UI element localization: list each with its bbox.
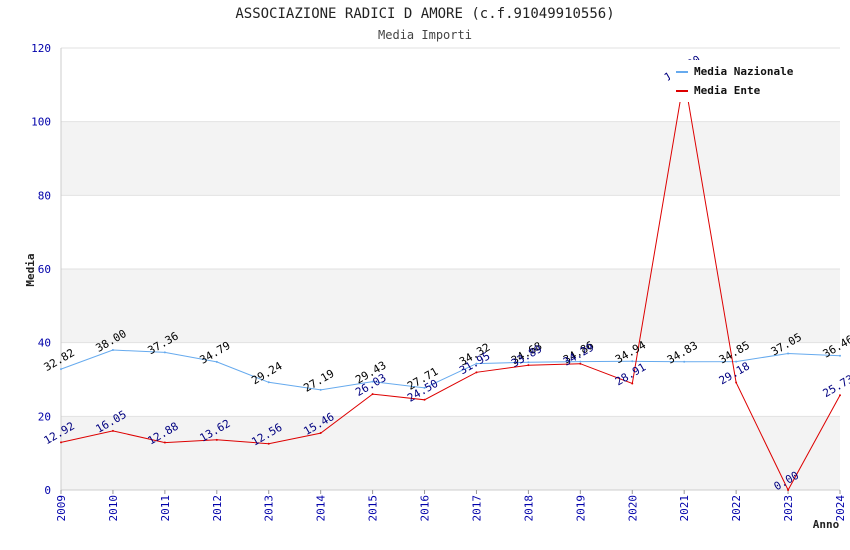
point-media-nazionale-2016 — [423, 386, 426, 389]
point-media-nazionale-2023 — [787, 352, 790, 355]
x-tick-label-2023: 2023 — [782, 495, 795, 522]
point-media-nazionale-2020 — [631, 360, 634, 363]
point-media-ente-2012 — [215, 438, 218, 441]
x-tick-label-2009: 2009 — [55, 495, 68, 522]
point-media-ente-2020 — [631, 382, 634, 385]
band-80-100 — [61, 121, 840, 196]
point-media-ente-2022 — [735, 381, 738, 384]
x-tick-label-2014: 2014 — [315, 495, 328, 522]
band-0-20 — [61, 416, 840, 490]
y-tick-label-80: 80 — [38, 189, 51, 202]
point-media-nazionale-2018 — [527, 361, 530, 364]
legend-label-media-nazionale: Media Nazionale — [694, 65, 794, 78]
point-media-nazionale-2022 — [735, 360, 738, 363]
y-tick-label-0: 0 — [44, 484, 51, 497]
y-tick-label-20: 20 — [38, 410, 51, 423]
point-media-ente-2018 — [527, 364, 530, 367]
point-media-ente-2010 — [111, 429, 114, 432]
point-media-nazionale-2024 — [839, 354, 841, 357]
point-media-nazionale-2011 — [163, 351, 166, 354]
x-axis-label: Anno — [813, 518, 840, 531]
x-tick-label-2016: 2016 — [419, 495, 432, 522]
point-media-ente-2017 — [475, 371, 478, 374]
x-tick-label-2024: 2024 — [834, 495, 847, 522]
chart-subtitle: Media Importi — [378, 28, 472, 42]
x-tick-label-2022: 2022 — [730, 495, 743, 522]
point-media-nazionale-2012 — [215, 360, 218, 363]
y-axis-label: Media — [24, 253, 37, 286]
point-media-nazionale-2017 — [475, 362, 478, 365]
point-media-nazionale-2015 — [371, 380, 374, 383]
point-media-nazionale-2013 — [267, 381, 270, 384]
point-media-nazionale-2019 — [579, 360, 582, 363]
point-media-nazionale-2021 — [683, 360, 686, 363]
series-line-media-nazionale — [60, 349, 841, 391]
point-media-ente-2024 — [839, 394, 841, 397]
point-media-ente-2011 — [163, 441, 166, 444]
chart-title: ASSOCIAZIONE RADICI D AMORE (c.f.9104991… — [235, 6, 614, 22]
y-tick-label-100: 100 — [31, 116, 51, 129]
point-media-ente-2019 — [579, 362, 582, 365]
point-media-nazionale-2014 — [319, 388, 322, 391]
point-media-ente-2015 — [371, 393, 374, 396]
point-media-nazionale-2010 — [111, 349, 114, 352]
x-tick-label-2019: 2019 — [574, 495, 587, 522]
x-tick-label-2011: 2011 — [159, 495, 172, 522]
legend-label-media-ente: Media Ente — [694, 84, 761, 97]
point-media-ente-2016 — [423, 398, 426, 401]
legend: Media Nazionale Media Ente — [670, 60, 810, 102]
legend-box — [670, 60, 810, 102]
x-tick-label-2013: 2013 — [263, 495, 276, 522]
x-tick-label-2020: 2020 — [626, 495, 639, 522]
point-media-ente-2009 — [60, 441, 62, 444]
point-media-ente-2013 — [267, 442, 270, 445]
x-tick-label-2012: 2012 — [211, 495, 224, 522]
y-tick-label-60: 60 — [38, 263, 51, 276]
y-tick-label-40: 40 — [38, 337, 51, 350]
x-tick-label-2021: 2021 — [678, 495, 691, 522]
y-tick-label-120: 120 — [31, 42, 51, 55]
point-media-nazionale-2009 — [60, 368, 62, 371]
x-tick-label-2017: 2017 — [470, 495, 483, 522]
point-media-ente-2014 — [319, 432, 322, 435]
x-tick-label-2018: 2018 — [522, 495, 535, 522]
series-line-media-ente — [60, 77, 841, 492]
band-40-60 — [61, 269, 840, 343]
x-tick-label-2010: 2010 — [107, 495, 120, 522]
x-tick-label-2015: 2015 — [367, 495, 380, 522]
point-media-ente-2023 — [787, 489, 790, 491]
axes: 0 20 40 60 80 100 120 2009 2010 2011 2012 2013 2014 2… — [31, 42, 847, 522]
